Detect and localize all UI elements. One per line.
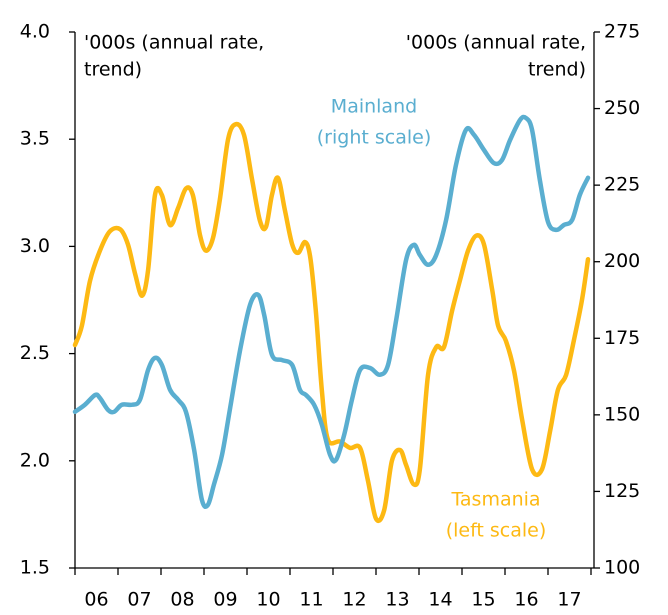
x-tick-label: 17 bbox=[557, 589, 581, 611]
x-tick-label: 16 bbox=[514, 589, 538, 611]
x-tick-label: 13 bbox=[385, 589, 409, 611]
y2-tick-label: 200 bbox=[604, 250, 640, 272]
series-line bbox=[72, 121, 591, 524]
x-tick-label: 14 bbox=[428, 589, 452, 611]
right-axis-label: trend) bbox=[528, 59, 586, 81]
x-tick-label: 11 bbox=[299, 589, 323, 611]
x-tick-label: 06 bbox=[84, 589, 108, 611]
left-axis-label: '000s (annual rate, bbox=[84, 32, 264, 54]
x-tick-label: 09 bbox=[213, 589, 237, 611]
x-tick-label: 12 bbox=[342, 589, 366, 611]
y2-tick-label: 100 bbox=[604, 557, 640, 579]
right-axis-label: '000s (annual rate, bbox=[406, 32, 586, 54]
y-tick-label: 2.0 bbox=[20, 449, 50, 471]
x-tick-label: 08 bbox=[170, 589, 194, 611]
y2-tick-label: 250 bbox=[604, 97, 640, 119]
series-note: (right scale) bbox=[317, 127, 431, 149]
y-tick-label: 1.5 bbox=[20, 557, 50, 579]
series-note: (left scale) bbox=[446, 520, 547, 542]
y-tick-label: 2.5 bbox=[20, 342, 50, 364]
series-label: Mainland bbox=[331, 96, 417, 118]
y2-tick-label: 275 bbox=[604, 21, 640, 43]
y2-tick-label: 125 bbox=[604, 480, 640, 502]
y-tick-label: 4.0 bbox=[20, 21, 50, 43]
series-line bbox=[72, 114, 591, 510]
y2-tick-label: 225 bbox=[604, 174, 640, 196]
x-tick-label: 10 bbox=[256, 589, 280, 611]
x-tick-label: 15 bbox=[471, 589, 495, 611]
y-tick-label: 3.0 bbox=[20, 235, 50, 257]
y2-tick-label: 150 bbox=[604, 403, 640, 425]
series-label: Tasmania bbox=[450, 489, 540, 511]
x-tick-label: 07 bbox=[127, 589, 151, 611]
y-tick-label: 3.5 bbox=[20, 128, 50, 150]
left-axis-label: trend) bbox=[84, 59, 142, 81]
y2-tick-label: 175 bbox=[604, 327, 640, 349]
